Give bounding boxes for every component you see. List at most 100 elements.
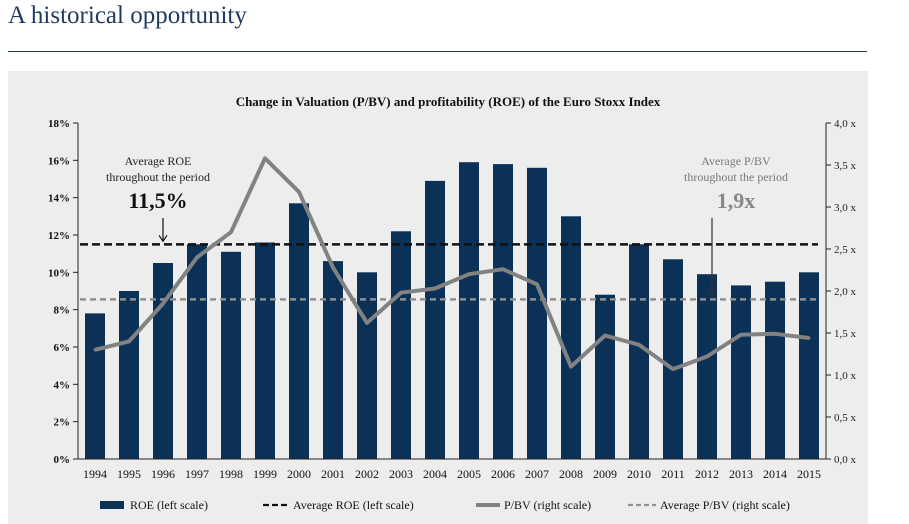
pbv-point-2009 [603,334,607,337]
right-tick-label: 3,0 x [834,202,857,214]
roe-bar-1998 [221,251,241,459]
x-tick-label: 2010 [627,467,651,481]
pbv-point-2002 [365,321,369,325]
roe-bar-2012 [697,274,717,459]
pbv-point-2004 [433,287,437,290]
pbv-point-1996 [161,302,165,306]
avg-roe-arrowhead [158,235,168,243]
avg-pbv-arrowhead [707,290,717,298]
x-tick-label: 1998 [219,467,243,481]
x-tick-label: 2007 [525,467,549,481]
title-divider [8,51,867,52]
right-tick-label: 0,5 x [834,412,857,424]
chart-panel: Change in Valuation (P/BV) and profitabi… [8,71,868,524]
x-tick-label: 2004 [423,467,447,481]
pbv-point-2008 [569,365,573,369]
roe-bar-2009 [595,294,615,459]
x-tick-label: 2006 [491,467,515,481]
x-tick-label: 2009 [593,467,617,481]
x-tick-label: 1997 [185,467,209,481]
legend-roe-swatch [100,501,124,509]
legend-avg-roe-label: Average ROE (left scale) [293,498,414,512]
left-tick-label: 4% [54,379,71,391]
roe-bar-2005 [459,162,479,459]
right-tick-label: 0,0 x [834,454,857,466]
roe-bar-2008 [561,216,581,459]
roe-bar-2000 [289,203,309,459]
roe-bar-2003 [391,231,411,459]
x-tick-label: 2014 [763,467,787,481]
pbv-point-2000 [297,190,301,194]
legend-pbv-label: P/BV (right scale) [504,498,591,512]
page-title: A historical opportunity [8,2,247,29]
pbv-point-1998 [229,230,233,234]
chart-title: Change in Valuation (P/BV) and profitabi… [236,94,661,109]
x-tick-label: 2008 [559,467,583,481]
right-tick-label: 1,0 x [834,370,857,382]
avg-pbv-annotation-line2: throughout the period [684,170,788,184]
roe-bar-1994 [85,313,105,459]
avg-pbv-annotation-line1: Average P/BV [701,154,771,168]
x-tick-label: 2000 [287,467,311,481]
pbv-point-2014 [773,332,777,336]
x-tick-label: 2015 [797,467,821,481]
x-tick-label: 2002 [355,467,379,481]
pbv-point-2003 [399,291,403,295]
x-tick-label: 2005 [457,467,481,481]
pbv-point-2007 [535,282,539,286]
legend-avg-pbv-label: Average P/BV (right scale) [660,498,790,512]
roe-bar-2006 [493,164,513,459]
right-tick-label: 2,0 x [834,286,857,298]
avg-roe-annotation-line1: Average ROE [125,154,192,168]
pbv-point-2001 [331,266,335,269]
avg-roe-annotation-value: 11,5% [128,188,187,213]
pbv-point-2015 [807,336,811,340]
x-tick-label: 1999 [253,467,277,481]
x-tick-label: 2013 [729,467,753,481]
left-tick-label: 12% [48,230,70,242]
pbv-point-1995 [127,339,131,343]
x-tick-label: 2001 [321,467,345,481]
left-tick-label: 8% [54,305,71,317]
left-tick-label: 6% [54,342,71,354]
x-tick-label: 1994 [83,467,107,481]
left-tick-label: 16% [48,155,70,167]
pbv-point-1994 [93,348,97,352]
roe-bar-2011 [663,259,683,459]
avg-pbv-annotation-value: 1,9x [717,188,756,213]
pbv-point-2011 [671,367,675,371]
roe-bar-2010 [629,244,649,459]
roe-bar-2014 [765,281,785,459]
left-tick-label: 2% [54,417,71,429]
left-tick-label: 0% [54,454,71,466]
right-tick-label: 3,5 x [834,160,857,172]
pbv-point-2010 [637,343,641,347]
roe-bar-2001 [323,261,343,459]
pbv-line [94,156,810,372]
pbv-point-1999 [263,156,267,160]
right-tick-label: 1,5 x [834,328,857,340]
x-tick-label: 2011 [661,467,685,481]
roe-bar-2007 [527,167,547,460]
legend-roe-label: ROE (left scale) [130,498,208,512]
roe-bar-1999 [255,242,275,459]
x-tick-label: 1995 [117,467,141,481]
roe-bar-2004 [425,180,445,459]
x-tick-label: 2003 [389,467,413,481]
left-tick-label: 14% [48,193,70,205]
roe-bar-1995 [119,291,139,459]
roe-bar-2015 [799,272,819,459]
pbv-point-2013 [739,333,743,337]
x-tick-label: 1996 [151,467,175,481]
right-tick-label: 4,0 x [834,118,857,130]
roe-bar-1997 [187,244,207,459]
avg-roe-annotation-line2: throughout the period [106,170,210,184]
right-tick-label: 2,5 x [834,244,857,256]
pbv-point-2006 [501,267,505,271]
left-tick-label: 10% [48,267,70,279]
chart-svg: Change in Valuation (P/BV) and profitabi… [48,94,857,512]
pbv-point-2012 [705,355,709,358]
x-tick-label: 2012 [695,467,719,481]
left-tick-label: 18% [48,118,70,130]
pbv-point-1997 [195,255,199,259]
